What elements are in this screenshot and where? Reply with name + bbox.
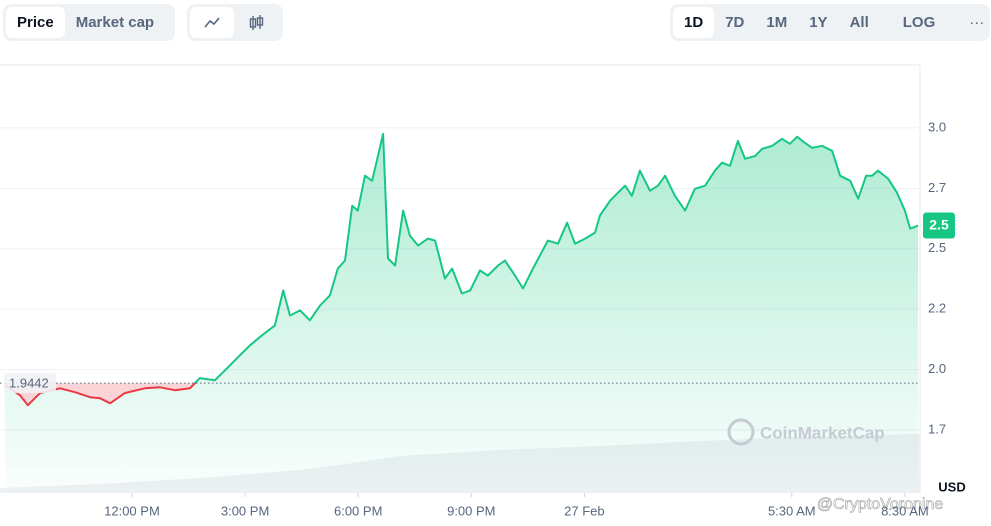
x-tick-label: 3:00 PM xyxy=(221,503,269,518)
range-button[interactable]: 1D xyxy=(673,7,715,38)
line-icon xyxy=(204,17,220,28)
chart-type-toggle xyxy=(187,4,283,41)
plot: 1.9442 xyxy=(0,127,920,497)
range-button[interactable]: 1Y xyxy=(809,14,828,31)
y-tick-label: 2.7 xyxy=(928,180,946,195)
range-button[interactable]: All xyxy=(849,14,869,31)
metric-toggle: Price Market cap xyxy=(3,4,175,41)
x-tick-label: 5:30 AM xyxy=(768,503,816,518)
more-button[interactable]: ··· xyxy=(969,14,985,31)
y-tick-label: 3.0 xyxy=(928,119,946,134)
watermark-logo: CoinMarketCap xyxy=(727,418,885,446)
metric-button[interactable]: Price xyxy=(6,7,65,38)
watermark: CoinMarketCap xyxy=(760,423,885,442)
overlay-watermark: @CryptoVoronine xyxy=(817,496,944,513)
price-area xyxy=(4,133,919,493)
y-tick-label: 2.2 xyxy=(928,301,946,316)
chart: 1.9442 CoinMarketCap USD @CryptoVoronine… xyxy=(0,64,966,518)
candle-icon xyxy=(249,15,264,30)
price-tag: 2.5 xyxy=(929,216,949,232)
candle-chart-button[interactable] xyxy=(234,7,278,38)
range-button[interactable]: 7D xyxy=(725,14,745,31)
x-tick-label: 6:00 PM xyxy=(334,503,382,518)
line-chart-button[interactable] xyxy=(190,7,234,38)
y-tick-label: 1.7 xyxy=(928,422,946,437)
price-area-down xyxy=(4,383,919,406)
x-tick-label: 9:00 PM xyxy=(447,503,495,518)
x-tick-label: 8:30 AM xyxy=(881,503,929,518)
reference-label: 1.9442 xyxy=(9,376,49,391)
y-tick-label: 2.0 xyxy=(928,361,946,376)
range-toggle: 1D 7D 1M 1Y All LOG ··· xyxy=(670,4,990,41)
x-tick-label: 12:00 PM xyxy=(104,503,160,518)
price-tag-box xyxy=(923,212,955,239)
price-line xyxy=(4,132,919,407)
x-tick-label: 27 Feb xyxy=(564,503,604,518)
log-button[interactable]: LOG xyxy=(902,14,936,31)
reference-label-box xyxy=(4,373,56,394)
y-tick-label: 2.5 xyxy=(928,240,946,255)
metric-button[interactable]: Market cap xyxy=(75,14,155,31)
currency-label: USD xyxy=(938,479,965,494)
range-button[interactable]: 1M xyxy=(766,14,788,31)
